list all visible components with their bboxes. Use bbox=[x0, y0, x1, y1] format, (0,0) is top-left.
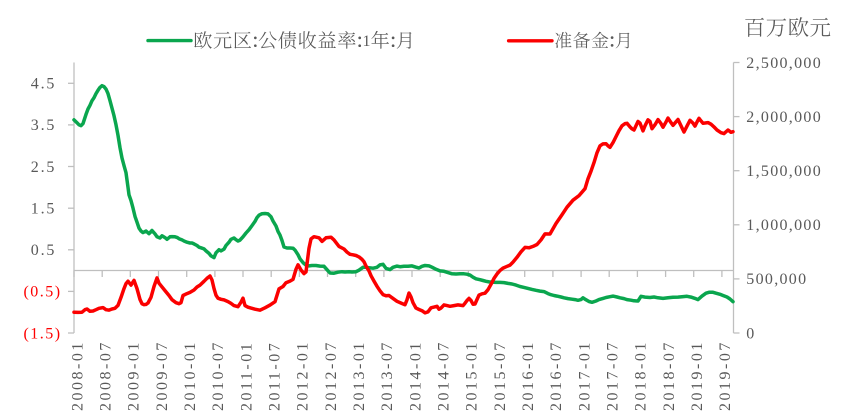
svg-text:2010-01: 2010-01 bbox=[182, 340, 199, 411]
svg-text:2018-07: 2018-07 bbox=[661, 340, 678, 411]
svg-text:(0.5): (0.5) bbox=[23, 284, 61, 301]
svg-text:2019-07: 2019-07 bbox=[717, 340, 734, 411]
svg-text:0.5: 0.5 bbox=[31, 242, 56, 259]
svg-text:2010-07: 2010-07 bbox=[210, 340, 227, 411]
svg-text:2015-01: 2015-01 bbox=[464, 340, 481, 411]
svg-text:2009-07: 2009-07 bbox=[154, 340, 171, 411]
svg-text:2014-07: 2014-07 bbox=[436, 340, 453, 411]
svg-text:2012-01: 2012-01 bbox=[295, 340, 312, 411]
svg-text:2008-01: 2008-01 bbox=[69, 340, 86, 411]
svg-text:2018-01: 2018-01 bbox=[633, 340, 650, 411]
svg-text:2.5: 2.5 bbox=[31, 159, 56, 176]
svg-text:2015-07: 2015-07 bbox=[492, 340, 509, 411]
svg-text:2011-01: 2011-01 bbox=[238, 341, 255, 411]
svg-text:1.5: 1.5 bbox=[31, 201, 56, 218]
svg-text:2009-01: 2009-01 bbox=[126, 340, 143, 411]
svg-text:2013-07: 2013-07 bbox=[379, 340, 396, 411]
svg-text:2019-01: 2019-01 bbox=[689, 340, 706, 411]
svg-text:4.5: 4.5 bbox=[31, 76, 56, 93]
svg-text:2014-01: 2014-01 bbox=[407, 340, 424, 411]
svg-text:2,000,000: 2,000,000 bbox=[746, 109, 822, 126]
svg-text:2011-07: 2011-07 bbox=[267, 341, 284, 411]
svg-text:2013-01: 2013-01 bbox=[351, 340, 368, 411]
svg-text:2017-01: 2017-01 bbox=[576, 340, 593, 411]
svg-text:2017-07: 2017-07 bbox=[605, 340, 622, 411]
svg-text:3.5: 3.5 bbox=[31, 117, 56, 134]
svg-text:1: 1 bbox=[363, 33, 371, 50]
svg-text:(1.5): (1.5) bbox=[23, 325, 61, 342]
svg-text:1,000,000: 1,000,000 bbox=[746, 217, 822, 234]
svg-text:500,000: 500,000 bbox=[746, 271, 807, 288]
svg-text:0: 0 bbox=[746, 325, 755, 342]
svg-text:2016-01: 2016-01 bbox=[520, 340, 537, 411]
svg-text:1,500,000: 1,500,000 bbox=[746, 163, 822, 180]
svg-text:2012-07: 2012-07 bbox=[323, 340, 340, 411]
svg-text:2008-07: 2008-07 bbox=[98, 340, 115, 411]
svg-text:2,500,000: 2,500,000 bbox=[746, 55, 822, 72]
svg-text:2016-07: 2016-07 bbox=[548, 340, 565, 411]
